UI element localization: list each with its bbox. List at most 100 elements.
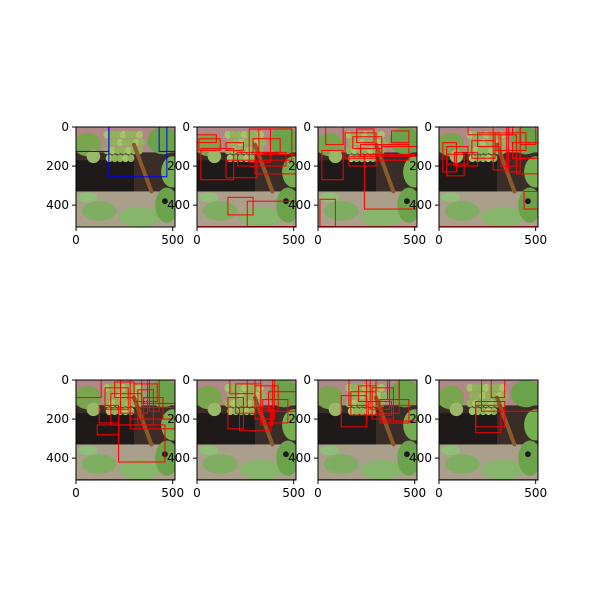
y-tick-label: 400 [46,198,69,212]
bounding-box [119,380,149,414]
x-tick-label: 0 [72,233,80,247]
x-tick-label: 500 [403,486,426,500]
subplot-panel-1: 0 500 0 200 400 [46,120,184,247]
bounding-box [446,146,469,165]
bounding-box [118,424,166,463]
y-tick-label: 200 [167,412,190,426]
axes-frame [196,379,297,481]
y-tick-label: 0 [303,120,311,134]
bounding-box [76,380,102,399]
x-tick-label: 0 [435,233,443,247]
x-tick-label: 0 [314,233,322,247]
axes-frame [317,126,418,228]
x-tick-label: 0 [72,486,80,500]
y-tick-label: 200 [46,159,69,173]
bounding-box [200,147,235,181]
vineyard-photo [439,380,538,480]
bounding-box [325,127,344,146]
subplot-panel-6: 0 500 0 200 400 [167,373,305,500]
y-tick-label: 0 [424,120,432,134]
y-tick-label: 0 [303,373,311,387]
bounding-box [442,142,457,173]
subplot-panel-3: 0 500 0 200 400 [288,120,426,247]
bounding-box [356,128,375,144]
vineyard-photo [318,127,417,227]
bounding-box [254,153,296,175]
y-tick-label: 200 [167,159,190,173]
subplot-panel-8: 0 500 0 200 400 [409,373,547,500]
bounding-box [197,134,217,144]
bounding-box [352,136,383,149]
x-tick-label: 500 [282,233,305,247]
x-tick-label: 500 [524,233,547,247]
y-tick-label: 400 [288,451,311,465]
subplot-panel-2: 0 500 0 200 400 [167,120,305,247]
y-tick-label: 400 [409,198,432,212]
subplot-panel-4: 0 500 0 200 400 [409,120,547,247]
bounding-box [515,157,538,175]
y-tick-label: 400 [46,451,69,465]
bounding-box [453,151,479,167]
axes-frame [75,126,176,228]
y-tick-label: 0 [61,373,69,387]
vineyard-photo [439,127,538,227]
bounding-box [258,128,293,161]
x-tick-label: 0 [435,486,443,500]
bounding-box [375,144,410,161]
bounding-box [348,155,377,167]
y-tick-label: 400 [409,451,432,465]
bounding-box [519,127,537,146]
y-tick-label: 200 [46,412,69,426]
bounding-box [252,138,281,153]
bounding-box [508,127,521,173]
bounding-box [477,132,500,148]
axes-frame [75,379,176,481]
bounding-box [363,153,417,210]
bounding-box [225,159,258,179]
vineyard-photo [76,127,175,227]
bounding-box [492,127,508,171]
axes-frame [196,126,297,228]
bounding-box [381,404,417,422]
y-tick-label: 400 [288,198,311,212]
x-tick-label: 500 [161,486,184,500]
bounding-box [475,404,502,434]
x-tick-label: 0 [314,486,322,500]
y-tick-label: 200 [288,412,311,426]
bounding-box [371,387,394,420]
y-tick-label: 0 [182,120,190,134]
bounding-boxes [76,127,175,178]
y-tick-label: 0 [61,120,69,134]
bounding-box [390,130,410,144]
y-tick-label: 200 [288,159,311,173]
x-tick-label: 0 [193,233,201,247]
y-tick-label: 0 [424,373,432,387]
bounding-box [523,190,538,210]
vineyard-photo [197,380,296,480]
bounding-box [98,404,120,424]
axes-frame [317,379,418,481]
bounding-box [254,408,275,420]
x-tick-label: 500 [524,486,547,500]
subplot-panel-7: 0 500 0 200 400 [288,373,426,500]
bounding-box [481,380,538,412]
bounding-box [104,387,129,410]
y-tick-label: 400 [167,198,190,212]
x-tick-label: 500 [282,486,305,500]
bounding-box [490,380,506,399]
y-tick-label: 0 [182,373,190,387]
x-tick-label: 500 [403,233,426,247]
bounding-box [225,142,244,151]
bounding-box [321,149,344,181]
y-tick-label: 400 [167,451,190,465]
bounding-box [96,424,120,436]
y-tick-label: 200 [409,159,432,173]
bounding-box [446,153,465,177]
bounding-box [198,138,221,151]
bounding-box [114,381,135,399]
bounding-box [143,397,164,420]
bounding-box [494,132,527,151]
bounding-box [254,385,279,412]
bounding-box [227,196,254,216]
bounding-box [158,127,175,152]
